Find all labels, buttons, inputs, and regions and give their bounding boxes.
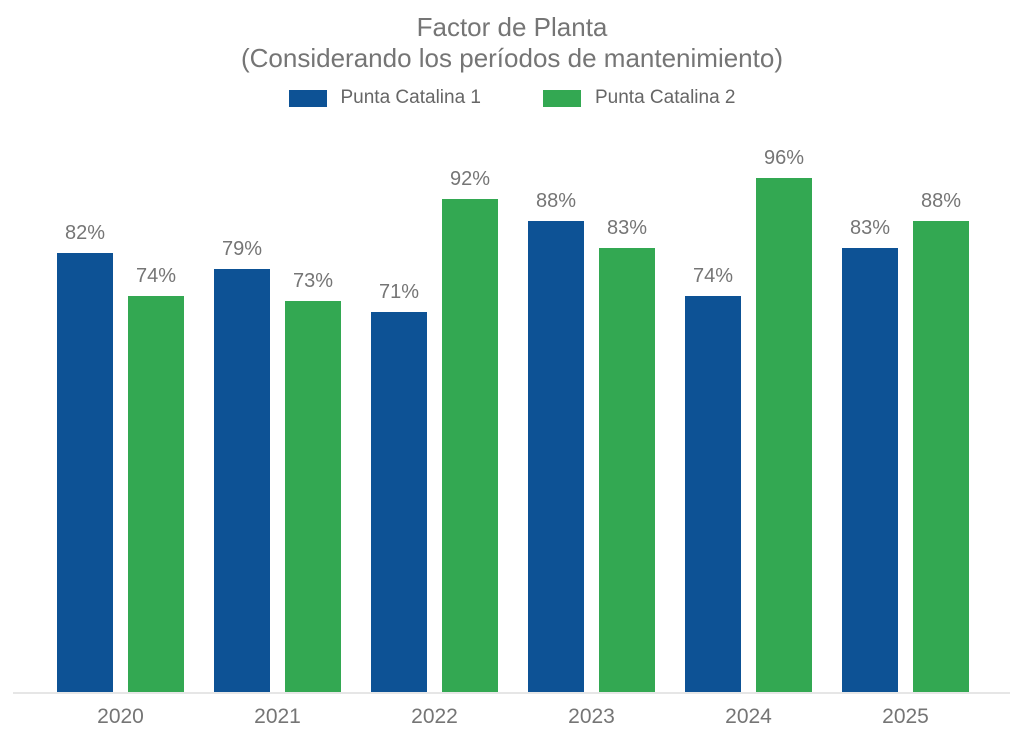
chart-subtitle: (Considerando los períodos de mantenimie… — [241, 43, 783, 73]
value-label: 79% — [221, 238, 263, 260]
category-label: 2023 — [568, 705, 615, 728]
bar-column: 83% — [842, 217, 898, 693]
bar-column: 88% — [528, 190, 584, 693]
chart-title: Factor de Planta — [416, 12, 608, 42]
category-label: 2021 — [254, 705, 301, 728]
value-label: 83% — [849, 217, 891, 239]
value-label: 88% — [920, 190, 962, 212]
bar-series1-2020 — [57, 253, 113, 693]
bar-column: 71% — [371, 281, 427, 693]
category-label: 2024 — [725, 705, 772, 728]
value-label: 96% — [763, 147, 805, 169]
bar-series1-2025 — [842, 248, 898, 693]
bar-column: 73% — [285, 270, 341, 693]
bar-series1-2021 — [214, 269, 270, 693]
legend-item-punta-catalina-1: Punta Catalina 1 — [288, 87, 482, 109]
value-label: 74% — [135, 265, 177, 287]
bar-group-2023: 88% 83% 2023 — [528, 133, 655, 728]
legend: Punta Catalina 1 Punta Catalina 2 — [0, 87, 1024, 109]
bar-column: 79% — [214, 238, 270, 693]
bar-column: 83% — [599, 217, 655, 693]
bar-column: 82% — [57, 222, 113, 693]
value-label: 73% — [292, 270, 334, 292]
bar-series2-2024 — [756, 178, 812, 693]
bar-group-2025: 83% 88% 2025 — [842, 133, 969, 728]
bar-column: 96% — [756, 147, 812, 693]
bar-group-2020: 82% 74% 2020 — [57, 133, 184, 728]
value-label: 88% — [535, 190, 577, 212]
value-label: 71% — [378, 281, 420, 303]
bar-series1-2024 — [685, 296, 741, 693]
bar-series2-2020 — [128, 296, 184, 693]
bar-group-2022: 71% 92% 2022 — [371, 133, 498, 728]
value-label: 83% — [606, 217, 648, 239]
bar-series1-2022 — [371, 312, 427, 693]
bar-series2-2022 — [442, 199, 498, 693]
bar-column: 74% — [685, 265, 741, 693]
value-label: 74% — [692, 265, 734, 287]
bar-series1-2023 — [528, 221, 584, 693]
legend-label-series2: Punta Catalina 2 — [595, 87, 736, 108]
bar-column: 92% — [442, 168, 498, 693]
plot-area: 82% 74% 2020 79% 73% 2021 71% 92% 2022 88% 83% 2023… — [57, 133, 969, 728]
value-label: 82% — [64, 222, 106, 244]
category-label: 2025 — [882, 705, 929, 728]
bar-column: 88% — [913, 190, 969, 693]
legend-swatch-series1 — [288, 89, 327, 107]
x-axis-line — [13, 692, 1010, 694]
bar-group-2024: 74% 96% 2024 — [685, 133, 812, 728]
chart-title-block: Factor de Planta (Considerando los perío… — [0, 12, 1024, 74]
legend-swatch-series2 — [543, 89, 581, 107]
bar-series2-2021 — [285, 301, 341, 693]
bar-group-2021: 79% 73% 2021 — [214, 133, 341, 728]
value-label: 92% — [449, 168, 491, 190]
bar-column: 74% — [128, 265, 184, 693]
bar-series2-2025 — [913, 221, 969, 693]
category-label: 2022 — [411, 705, 458, 728]
legend-label-series1: Punta Catalina 1 — [340, 87, 482, 108]
bar-series2-2023 — [599, 248, 655, 693]
category-label: 2020 — [97, 705, 144, 728]
legend-item-punta-catalina-2: Punta Catalina 2 — [543, 87, 736, 109]
